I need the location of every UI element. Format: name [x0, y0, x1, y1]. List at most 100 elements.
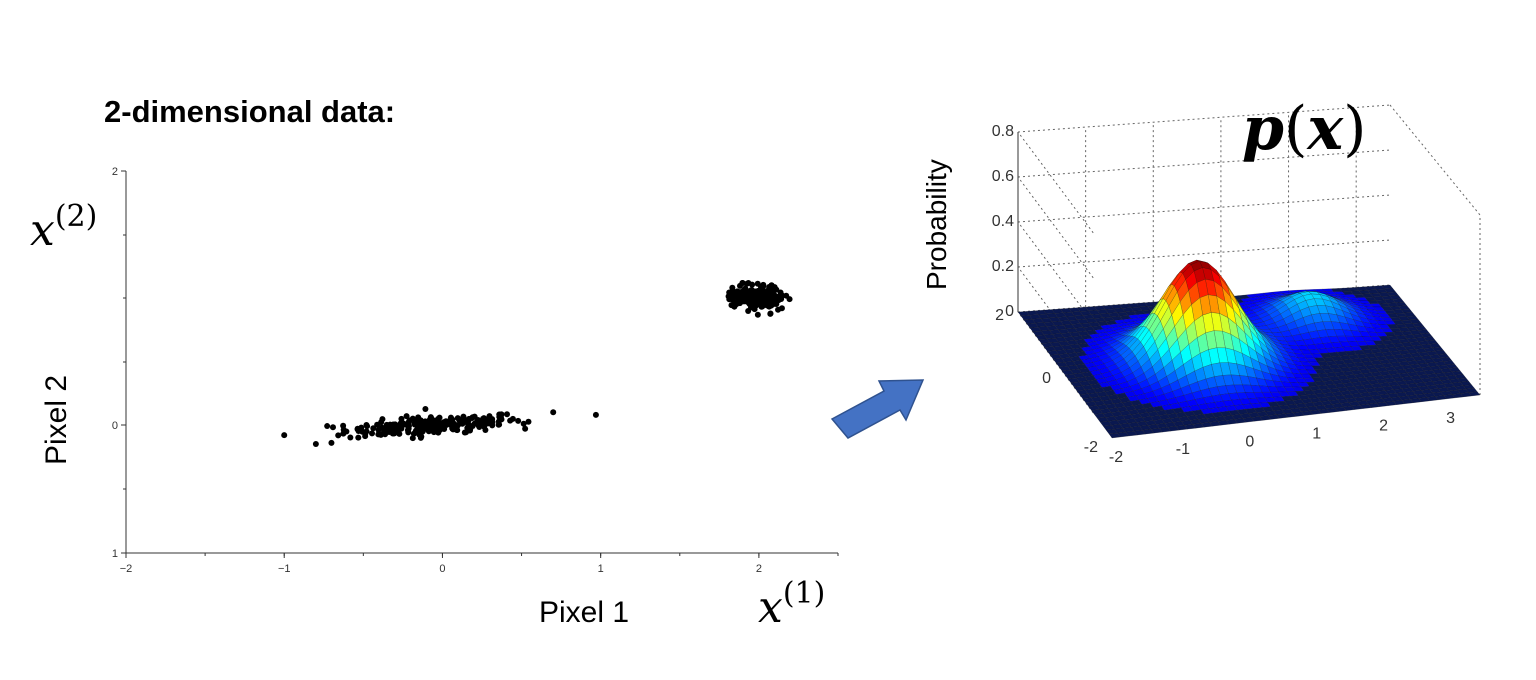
scatter-point	[375, 427, 382, 434]
scatter-point	[740, 298, 747, 305]
scatter-point	[733, 289, 740, 296]
surface-y-tick-label: 0	[1042, 370, 1051, 387]
y-axis-math-label: x(2)	[30, 199, 98, 256]
scatter-point	[755, 299, 762, 306]
scatter-x-tick-label: 2	[756, 563, 762, 575]
scatter-point	[328, 439, 335, 446]
scatter-point	[504, 411, 511, 418]
scatter-point	[370, 425, 377, 432]
scatter-point	[424, 425, 431, 432]
scatter-point	[461, 429, 468, 436]
scatter-point	[382, 431, 389, 438]
scatter-point	[362, 433, 369, 440]
surface-grid-line	[1017, 149, 1391, 178]
scatter-point	[522, 425, 529, 432]
scatter-point	[760, 296, 767, 303]
probability-surface-plot: 00.20.40.60.8-2 -1 0 1 2 3-202	[992, 104, 1481, 466]
scatter-point	[766, 303, 773, 310]
scatter-point	[466, 427, 473, 434]
scatter-point	[453, 422, 460, 429]
scatter-point	[458, 418, 465, 425]
scatter-point	[363, 428, 370, 435]
transform-arrow-icon	[830, 379, 925, 439]
scatter-point	[507, 417, 514, 424]
scatter-point	[369, 430, 376, 437]
scatter-point	[410, 430, 417, 437]
scatter-y-tick-label: 0	[112, 420, 118, 432]
surface-grid-line	[1017, 104, 1391, 133]
scatter-point	[409, 415, 416, 422]
surface-y-tick-label: 2	[995, 307, 1004, 324]
x-axis-math-label: x(1)	[758, 576, 826, 633]
surface-x-tick-label: 3	[1446, 410, 1455, 427]
surface-grid-line	[1017, 239, 1391, 268]
surface-x-tick-label: -2	[1109, 449, 1123, 466]
density-title: p(x)	[1242, 94, 1367, 164]
scatter-point	[374, 421, 381, 428]
scatter-point	[422, 406, 429, 413]
surface-grid-line	[1017, 221, 1094, 324]
surface-grid-line	[1017, 194, 1391, 223]
scatter-point	[489, 419, 496, 426]
scatter-point	[484, 416, 491, 423]
scatter-point	[745, 280, 752, 286]
scatter-point	[379, 416, 386, 423]
scatter-point	[550, 409, 557, 416]
surface-x-tick-label: 0	[1245, 433, 1254, 450]
scatter-x-tick-label: 1	[598, 563, 604, 575]
scatter-point	[750, 291, 757, 298]
scatter-point	[281, 432, 288, 439]
scatter-point	[471, 413, 478, 420]
scatter-point	[742, 285, 749, 292]
surface-grid-line	[1017, 176, 1094, 279]
surface-mesh	[1017, 259, 1481, 439]
surface-grid-line	[1389, 104, 1481, 216]
scatter-y-tick-label: 2	[112, 166, 118, 178]
scatter-point	[324, 423, 331, 430]
scatter-point	[431, 417, 438, 424]
surface-z-tick-label: 0.2	[992, 258, 1014, 275]
scatter-point	[340, 426, 347, 433]
scatter-point	[418, 433, 425, 440]
scatter-point	[496, 411, 503, 418]
scatter-point	[525, 418, 532, 425]
surface-patch	[1108, 432, 1121, 439]
scatter-plot: −2 −1 0 1 2 2 0 1	[112, 166, 839, 575]
scatter-point	[770, 296, 777, 303]
scatter-point	[728, 302, 735, 309]
x-axis-label: Pixel 1	[539, 596, 630, 629]
scatter-point	[355, 434, 362, 441]
scatter-point	[416, 422, 423, 429]
scatter-point	[375, 431, 382, 438]
scatter-point	[354, 425, 361, 432]
density-title-p: p	[1242, 94, 1284, 164]
scatter-point	[447, 414, 454, 421]
scatter-point	[312, 441, 319, 448]
scatter-point	[751, 299, 758, 306]
surface-x-tick-label: 1	[1312, 426, 1321, 443]
scatter-x-tick-label: −2	[120, 563, 133, 575]
y-axis-label: Pixel 2	[40, 374, 73, 465]
scatter-point	[335, 432, 342, 439]
scatter-point	[766, 285, 773, 292]
surface-z-tick-label: 0.4	[992, 213, 1014, 230]
scatter-point	[767, 310, 774, 317]
scatter-points	[281, 280, 793, 448]
scatter-point	[403, 413, 410, 420]
scatter-point	[495, 421, 502, 428]
scatter-point	[754, 311, 761, 318]
scatter-x-tick-label: 0	[439, 563, 445, 575]
surface-y-tick-label: -2	[1084, 439, 1098, 456]
scatter-point	[739, 280, 746, 286]
scatter-point	[405, 423, 412, 430]
surface-z-tick-label: 0.6	[992, 168, 1014, 185]
scatter-point	[417, 417, 424, 424]
surface-z-tick-label: 0	[1005, 303, 1014, 320]
surface-x-tick-label: -1	[1176, 441, 1190, 458]
scatter-point	[398, 423, 405, 430]
surface-z-tick-label: 0.8	[992, 123, 1014, 140]
scatter-point	[520, 420, 527, 427]
scatter-point	[773, 286, 780, 293]
scatter-point	[329, 424, 336, 431]
scatter-point	[347, 434, 354, 441]
